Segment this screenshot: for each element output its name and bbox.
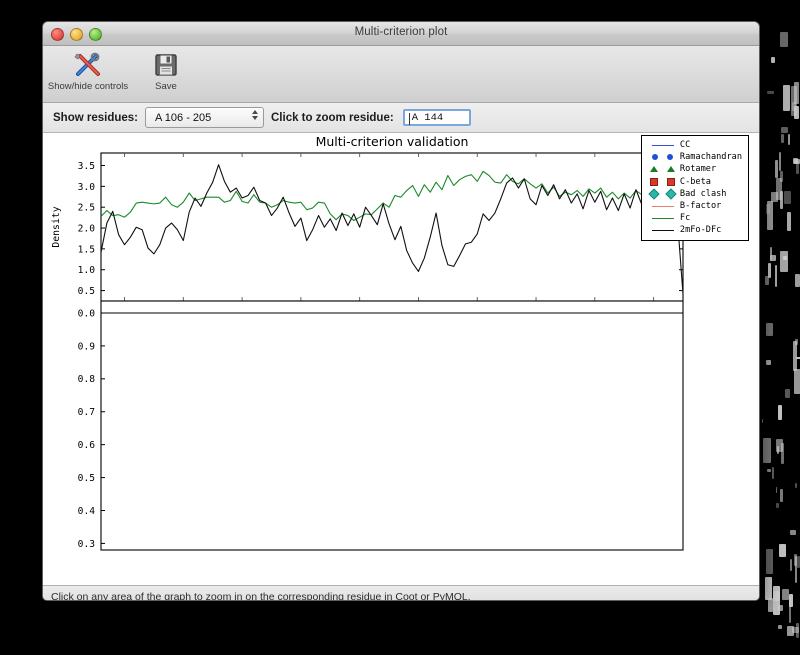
window-controls[interactable] [51,28,102,41]
density-panel-frame [100,152,684,302]
save-button[interactable]: Save [127,49,205,92]
y-tick-label-left: 0.8 [78,374,96,385]
legend-entry-rotamer: Rotamer [646,163,742,175]
zoom-residue-value: A 144 [411,111,444,124]
legend-label: Bad clash [679,188,727,199]
chart-title: Multi-criterion validation [316,134,469,149]
validation-panel-frame [100,300,684,551]
legend-square-swatch [646,177,680,186]
y-tick-label: 2.0 [78,223,96,234]
legend-line-swatch [646,144,680,146]
legend-line-swatch [646,229,680,231]
y-tick-label: 1.0 [78,265,96,276]
y-tick-label-left: 0.6 [78,440,96,451]
status-message: Click on any area of the graph to zoom i… [51,590,471,601]
legend-entry-b-factor: B-factor [646,200,742,212]
chevron-updown-icon[interactable] [252,110,258,120]
legend-line-swatch [646,205,680,207]
legend-circle-swatch [646,154,680,161]
y-tick-label-left: 0.5 [78,473,95,484]
legend-line-swatch [646,217,680,219]
plot-canvas[interactable]: CC Ramachandran Rotamer C-beta Bad clash B-fa… [43,133,759,585]
legend-label: C-beta [679,176,711,187]
controls-bar: Show residues: A 106 - 205 Click to zoom… [43,103,759,133]
floppy-disk-icon [153,51,179,78]
y-tick-label: 0.5 [78,286,95,297]
zoom-button-icon[interactable] [89,28,102,41]
zoom-residue-input[interactable]: A 144 [402,109,471,126]
legend-label: Ramachandran [679,152,742,163]
y-tick-label: 3.0 [78,182,96,193]
window-titlebar[interactable]: Multi-criterion plot [43,22,759,46]
legend-entry-cc: CC [646,139,742,151]
legend-entry-fc: Fc [646,212,742,224]
status-bar: Click on any area of the graph to zoom i… [43,585,759,601]
window-title: Multi-criterion plot [354,26,448,38]
legend-label: CC [679,140,691,151]
text-caret [408,113,410,125]
residue-range-select[interactable]: A 106 - 205 [145,107,264,128]
legend-label: Rotamer [679,164,717,175]
multi-criterion-figure[interactable]: Multi-criterion validation 0.5 1.0 1.5 2.0 2.… [43,133,759,585]
show-hide-controls-label: Show/hide controls [47,81,129,92]
y-tick-label: 3.5 [78,161,95,172]
close-button-icon[interactable] [51,28,64,41]
density-axis-label: Density [51,206,62,247]
tools-icon [73,51,103,78]
legend-entry-c-beta: C-beta [646,176,742,188]
y-tick-label: 1.5 [78,244,95,255]
plot-legend: CC Ramachandran Rotamer C-beta Bad clash B-fa… [640,135,749,241]
toolbar: Show/hide controls Save [43,46,759,103]
series-fc [100,170,684,222]
multi-criterion-plot-window: Multi-criterion plot [42,21,760,601]
y-tick-label-left: 0.0 [78,308,96,319]
save-label: Save [155,81,177,92]
y-tick-label-left: 0.9 [78,341,96,352]
show-residues-label: Show residues: [53,111,138,124]
legend-entry-ramachandran: Ramachandran [646,151,742,163]
legend-entry-bad-clash: Bad clash [646,188,742,200]
legend-triangle-swatch [646,166,680,173]
y-tick-label-left: 0.4 [78,506,96,517]
y-tick-label-left: 0.7 [78,407,96,418]
y-tick-label-left: 0.3 [78,539,96,550]
residue-range-value: A 106 - 205 [155,111,212,124]
legend-label: Fc [679,213,691,224]
show-hide-controls-button[interactable]: Show/hide controls [47,49,129,92]
legend-diamond-swatch [646,188,680,200]
y-tick-label: 2.5 [78,203,95,214]
legend-label: B-factor [679,201,722,212]
minimize-button-icon[interactable] [70,28,83,41]
legend-label: 2mFo-DFc [679,225,722,236]
legend-entry-2mfo-dfc: 2mFo-DFc [646,224,742,236]
series-2mfo-dfc [100,164,684,294]
zoom-residue-label: Click to zoom residue: [271,111,394,124]
